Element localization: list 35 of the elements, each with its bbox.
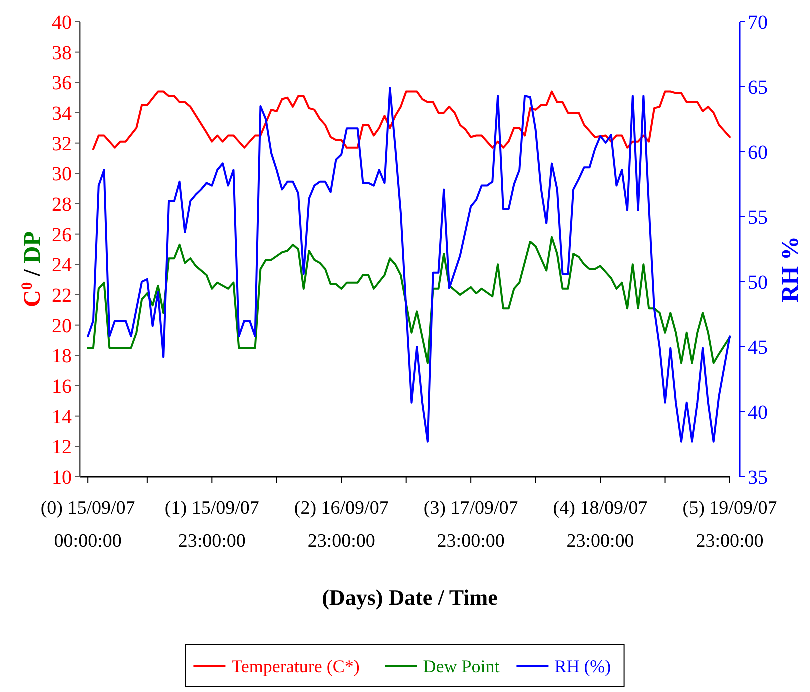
y2-tick-label: 45 — [748, 337, 768, 359]
y-tick-label: 36 — [52, 72, 72, 95]
y2-axis-title: RH % — [778, 236, 804, 302]
y-tick-label: 30 — [52, 164, 72, 186]
y-tick-label: 16 — [52, 376, 72, 398]
y-tick-label: 10 — [52, 467, 72, 489]
y2-tick-label: 55 — [748, 207, 768, 229]
x-axis-title: (Days) Date / Time — [322, 585, 498, 610]
y-tick-label: 28 — [52, 194, 72, 216]
legend-label: RH (%) — [554, 656, 612, 676]
x-tick-label: (2) 16/09/07 23:00:00 — [294, 498, 389, 552]
y2-tick-label: 40 — [748, 402, 768, 424]
y-tick-label: 38 — [52, 42, 72, 64]
y2-tick-label: 60 — [748, 142, 768, 164]
y-tick-label: 40 — [52, 12, 72, 34]
y-tick-label: 34 — [52, 103, 72, 125]
y-tick-label: 12 — [52, 436, 72, 459]
legend-label: Temperature (C*) — [232, 656, 360, 676]
x-tick-label: (1) 15/09/07 23:00:00 — [164, 498, 260, 552]
y2-tick-label: 35 — [748, 467, 768, 489]
y-tick-label: 24 — [52, 254, 72, 277]
y-tick-label: 26 — [52, 224, 72, 246]
y-tick-label: 18 — [52, 346, 72, 368]
x-tick-label: (4) 18/09/07 23:00:00 — [553, 498, 648, 552]
y2-tick-label: 50 — [748, 272, 768, 294]
legend-label: Dew Point — [423, 656, 500, 676]
y-tick-label: 20 — [52, 315, 72, 338]
y-tick-label: 22 — [52, 285, 72, 307]
x-tick-label: (0) 15/09/07 00:00:00 — [40, 498, 136, 552]
y-tick-label: 32 — [52, 133, 72, 156]
x-tick-label: (3) 17/09/07 23:00:00 — [424, 498, 518, 552]
y2-tick-label: 65 — [748, 77, 768, 99]
y-tick-label: 14 — [52, 406, 72, 428]
x-tick-label: (5) 19/09/07 23:00:00 — [682, 498, 778, 552]
y2-tick-label: 70 — [748, 12, 768, 34]
